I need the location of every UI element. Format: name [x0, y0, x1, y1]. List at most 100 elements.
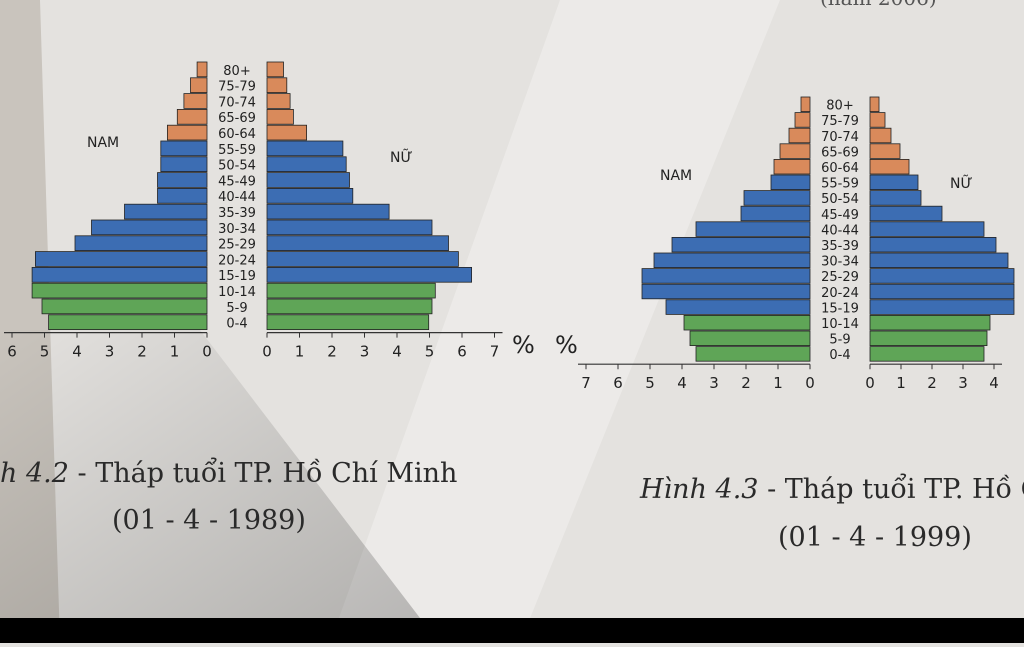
tick-right-2: 2: [927, 374, 937, 392]
bar-male-15-19: [665, 299, 811, 315]
bar-male-10-14: [31, 282, 208, 299]
age-label-25-29: 25-29: [218, 238, 256, 253]
age-label-65-69: 65-69: [218, 111, 256, 126]
tick-left-5: 5: [645, 374, 655, 392]
bar-female-20-24: [869, 283, 1015, 300]
bar-male-40-44: [695, 221, 811, 237]
tick-right-4: 4: [989, 374, 999, 392]
bar-male-20-24: [35, 251, 208, 267]
age-label-50-54: 50-54: [218, 159, 256, 174]
tick-left-3: 3: [709, 374, 719, 392]
light-glare: [330, 0, 780, 643]
pyramid-1999: 80+75-7970-7465-6960-6455-5950-5445-4940…: [555, 96, 1015, 392]
bar-male-50-54: [160, 156, 208, 173]
age-label-40-44: 40-44: [218, 190, 256, 205]
age-label-10-14: 10-14: [821, 317, 859, 332]
age-label-5-9: 5-9: [829, 333, 850, 348]
bar-male-75-79: [794, 112, 811, 128]
label-male: NAM: [660, 168, 692, 184]
bar-female-50-54: [266, 156, 347, 173]
tick-left-2: 2: [741, 374, 751, 392]
age-label-80+: 80+: [826, 99, 853, 114]
age-label-80+: 80+: [223, 64, 250, 79]
bar-female-10-14: [869, 314, 991, 331]
age-label-20-24: 20-24: [821, 286, 859, 301]
bar-male-35-39: [671, 236, 811, 253]
age-label-55-59: 55-59: [821, 177, 859, 192]
bar-male-15-19: [31, 266, 208, 283]
label-male: NAM: [87, 135, 119, 151]
age-label-75-79: 75-79: [821, 114, 859, 129]
bar-female-30-34: [869, 252, 1009, 269]
tick-right-1: 1: [295, 343, 305, 361]
bar-male-20-24: [641, 283, 811, 300]
age-label-35-39: 35-39: [821, 239, 859, 254]
bar-male-5-9: [689, 330, 811, 347]
label-female: NỮ: [390, 149, 412, 166]
bar-female-55-59: [869, 174, 919, 191]
bar-male-35-39: [124, 203, 208, 220]
caption-1989-date: (01 - 4 - 1989): [112, 505, 306, 536]
bar-male-80+: [800, 96, 811, 113]
bar-female-60-64: [266, 124, 307, 141]
caption-1999-date: (01 - 4 - 1999): [778, 522, 972, 553]
tick-left-6: 6: [613, 374, 623, 392]
age-label-50-54: 50-54: [821, 192, 859, 207]
bar-female-25-29: [266, 235, 449, 252]
tick-right-2: 2: [327, 343, 337, 361]
caption-1999-title: Hình 4.3 - Tháp tuổi TP. Hồ Cl: [640, 474, 1024, 505]
bar-female-0-4: [266, 314, 430, 330]
bar-male-45-49: [157, 172, 208, 188]
bar-female-0-4: [869, 346, 985, 362]
age-label-15-19: 15-19: [821, 301, 859, 316]
bar-female-5-9: [266, 298, 433, 315]
bar-female-15-19: [869, 299, 1015, 315]
bar-female-25-29: [869, 268, 1015, 284]
age-label-45-49: 45-49: [821, 208, 859, 223]
label-female: NỮ: [950, 175, 972, 192]
tick-left-0: 0: [805, 374, 815, 392]
bar-female-40-44: [266, 187, 354, 204]
bar-male-75-79: [190, 77, 208, 94]
bar-male-65-69: [779, 143, 811, 159]
tick-left-1: 1: [773, 374, 783, 392]
bar-female-50-54: [869, 190, 922, 206]
tick-right-7: 7: [490, 343, 500, 361]
age-label-75-79: 75-79: [218, 80, 256, 95]
tick-right-5: 5: [425, 343, 435, 361]
bar-male-25-29: [641, 268, 811, 284]
tick-right-1: 1: [896, 374, 906, 392]
bar-female-65-69: [869, 143, 901, 159]
bar-male-60-64: [773, 158, 811, 175]
bar-female-30-34: [266, 219, 433, 236]
bar-male-5-9: [41, 298, 208, 315]
bar-female-55-59: [266, 140, 344, 157]
age-label-70-74: 70-74: [218, 95, 256, 110]
bar-male-30-34: [91, 219, 208, 236]
bar-female-45-49: [869, 205, 943, 222]
age-label-55-59: 55-59: [218, 143, 256, 158]
bar-male-0-4: [695, 346, 811, 362]
age-label-40-44: 40-44: [821, 223, 859, 238]
bar-male-40-44: [157, 187, 208, 204]
bar-male-30-34: [653, 252, 811, 269]
bar-female-15-19: [266, 266, 473, 283]
age-label-10-14: 10-14: [218, 285, 256, 300]
tick-right-3: 3: [958, 374, 968, 392]
bar-female-45-49: [266, 172, 350, 188]
unit-label: %: [555, 331, 578, 359]
bar-male-50-54: [743, 190, 811, 206]
tick-right-4: 4: [392, 343, 402, 361]
age-label-5-9: 5-9: [226, 301, 247, 316]
age-label-60-64: 60-64: [821, 161, 859, 176]
bar-female-75-79: [266, 77, 288, 94]
bar-male-65-69: [176, 109, 208, 125]
bar-female-60-64: [869, 158, 910, 175]
age-label-45-49: 45-49: [218, 174, 256, 189]
age-label-0-4: 0-4: [829, 348, 850, 363]
bar-male-70-74: [183, 93, 208, 109]
age-label-60-64: 60-64: [218, 127, 256, 142]
tick-right-3: 3: [360, 343, 370, 361]
